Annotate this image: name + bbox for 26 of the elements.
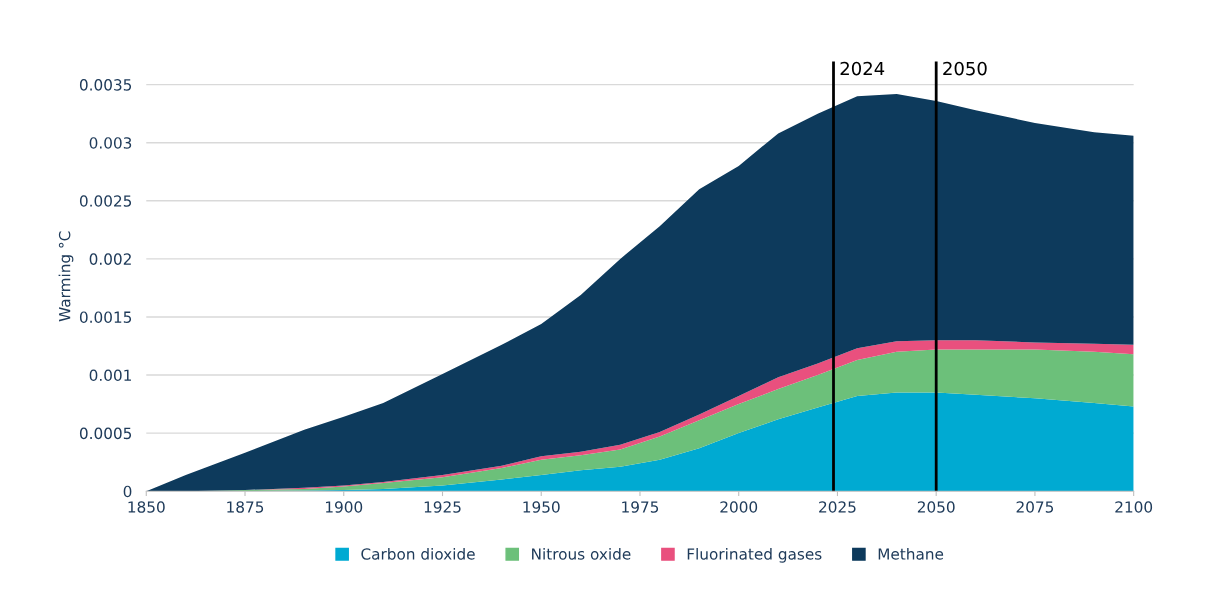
x-tick-label: 1900 <box>326 501 363 513</box>
x-tick-label: 2050 <box>917 501 955 513</box>
x-tick-label: 2000 <box>720 501 758 513</box>
x-tick-label: 1850 <box>128 501 165 513</box>
y-tick-label: 0.001 <box>89 369 131 382</box>
x-tick-label: 2025 <box>819 501 856 513</box>
y-tick-label: 0.003 <box>89 137 132 149</box>
x-tick-label: 1925 <box>424 501 461 513</box>
y-tick-label: 0.0035 <box>79 79 132 91</box>
x-tick-label: 2100 <box>1115 501 1153 513</box>
y-tick-label: 0.0015 <box>79 311 132 323</box>
ref-line-label: 2050 <box>943 61 987 76</box>
y-tick-label: 0 <box>123 485 132 498</box>
y-tick-label: 0.002 <box>89 253 131 265</box>
x-tick-label: 1875 <box>227 501 264 513</box>
x-tick-label: 1975 <box>622 501 659 513</box>
x-tick-label: 2075 <box>1016 501 1054 513</box>
legend-label: Nitrous oxide <box>532 547 631 560</box>
y-tick-label: 0.0005 <box>79 427 132 440</box>
y-tick-label: 0.0025 <box>79 195 132 207</box>
legend-label: Carbon dioxide <box>361 547 475 560</box>
legend-label: Fluorinated gases <box>687 547 822 563</box>
y-axis-title: Warming °C <box>58 231 74 322</box>
x-tick-label: 1950 <box>523 501 560 513</box>
legend-label: Methane <box>878 547 944 560</box>
ref-line-label: 2024 <box>840 61 885 76</box>
